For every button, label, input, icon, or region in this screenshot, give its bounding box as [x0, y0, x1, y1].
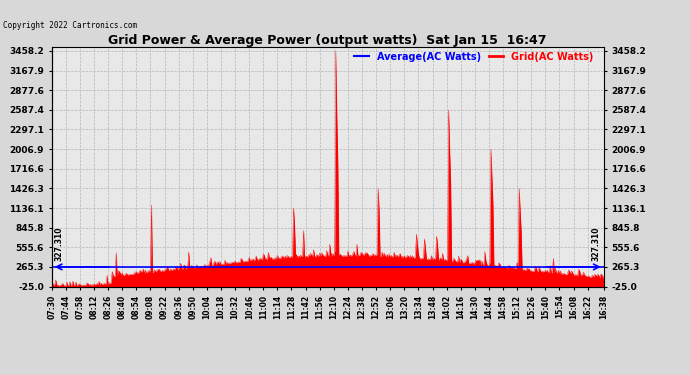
- Legend: Average(AC Watts), Grid(AC Watts): Average(AC Watts), Grid(AC Watts): [355, 52, 593, 62]
- Title: Grid Power & Average Power (output watts)  Sat Jan 15  16:47: Grid Power & Average Power (output watts…: [108, 34, 547, 47]
- Text: 327.310: 327.310: [55, 227, 63, 261]
- Text: Copyright 2022 Cartronics.com: Copyright 2022 Cartronics.com: [3, 21, 137, 30]
- Text: 327.310: 327.310: [592, 227, 601, 261]
